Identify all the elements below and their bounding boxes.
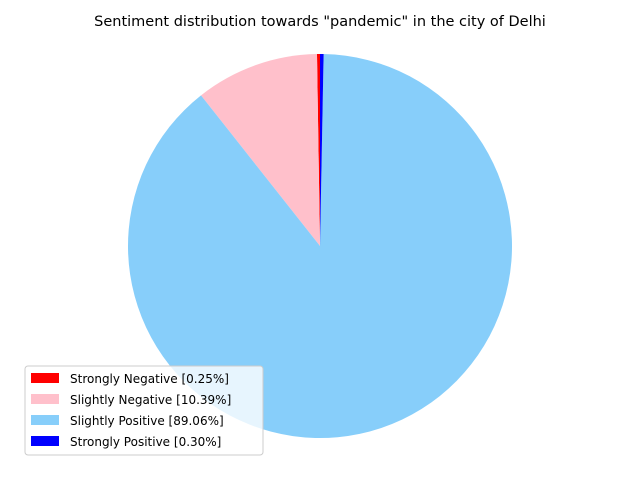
- chart-title: Sentiment distribution towards "pandemic…: [94, 14, 546, 30]
- legend-frame: [24, 365, 264, 456]
- pie-plot: [127, 54, 512, 438]
- pie-slice-strongly-positive: [320, 54, 324, 246]
- legend-swatch-strongly-negative: [31, 373, 59, 383]
- legend: Strongly Negative [0.25%] Slightly Negat…: [24, 365, 264, 456]
- legend-label-strongly-positive: Strongly Positive [0.30%]: [70, 435, 221, 449]
- pie-slice-slightly-negative: [200, 54, 320, 246]
- legend-swatch-slightly-negative: [31, 394, 59, 404]
- legend-label-strongly-negative: Strongly Negative [0.25%]: [70, 372, 229, 386]
- pie-slice-strongly-negative: [316, 54, 320, 246]
- legend-label-slightly-positive: Slightly Positive [89.06%]: [70, 414, 224, 428]
- legend-label-slightly-negative: Slightly Negative [10.39%]: [70, 393, 231, 407]
- pie-slice-slightly-positive: [127, 54, 512, 438]
- legend-swatch-strongly-positive: [31, 436, 59, 446]
- legend-swatch-slightly-positive: [31, 415, 59, 425]
